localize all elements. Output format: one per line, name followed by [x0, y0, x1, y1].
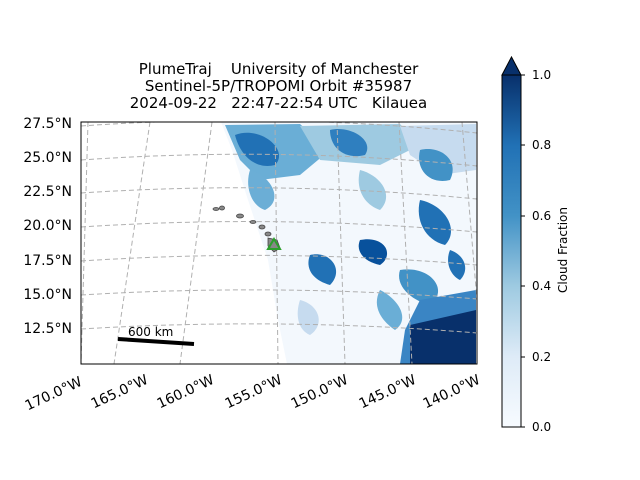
colorbar-tick-label: 0.0 [532, 420, 552, 434]
colorbar-tick-label: 0.8 [532, 138, 552, 152]
colorbar [501, 74, 522, 428]
figure-title-line-1: PlumeTraj University of Manchester [138, 60, 419, 78]
colorbar-tick-label: 0.2 [532, 350, 552, 364]
colorbar-tick-label: 0.4 [532, 279, 552, 293]
lat-label: 12.5°N [23, 321, 72, 337]
volcano-marker [266, 237, 282, 250]
colorbar-ticks [521, 74, 525, 428]
lat-label: 25.0°N [23, 150, 72, 166]
gridlines [81, 122, 477, 364]
figure-title-line-2: Sentinel-5P/TROPOMI Orbit #35987 [144, 77, 413, 95]
colorbar-tick-label: 1.0 [532, 68, 552, 82]
cloud-field [225, 124, 476, 364]
lat-label: 27.5°N [23, 116, 72, 132]
colorbar-tick-label: 0.6 [532, 209, 552, 223]
map-frame [80, 121, 478, 365]
lat-label: 22.5°N [23, 184, 72, 200]
colorbar-label: Cloud Fraction [556, 207, 570, 293]
scale-bar [117, 337, 195, 346]
satellite-swath [221, 122, 477, 364]
figure-title-line-3: 2024-09-22 22:47-22:54 UTC Kilauea [129, 94, 428, 112]
colorbar-extend-arrow [501, 55, 522, 76]
lat-label: 15.0°N [23, 287, 72, 303]
scale-bar-label: 600 km [128, 325, 174, 339]
lat-label: 17.5°N [23, 253, 72, 269]
lat-label: 20.0°N [23, 218, 72, 234]
